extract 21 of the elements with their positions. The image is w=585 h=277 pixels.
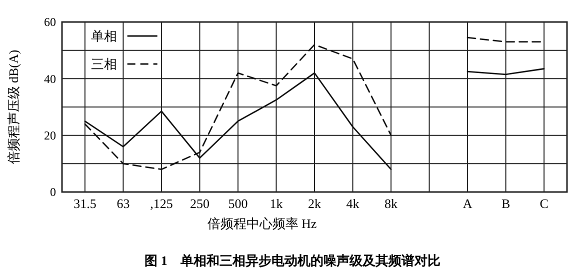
x-tick-label: 63 [116,196,130,211]
x-tick-label: 31.5 [74,196,96,211]
x-tick-label: B [501,196,510,211]
legend-label: 三相 [91,56,118,72]
x-tick-label: 8k [384,196,398,211]
y-axis-title: 倍频程声压级 dB(A) [6,50,21,164]
x-tick-label: C [540,196,548,211]
y-tick-label: 0 [50,185,56,200]
x-tick-label: A [462,196,473,211]
x-tick-label: 4k [346,196,360,211]
text: 图 1 单相和三相异步电动机的噪声级及其频谱对比 [144,253,440,268]
x-tick-label: ,125 [150,196,173,211]
x-tick-label: 500 [228,196,248,211]
x-tick-label: 250 [190,196,210,211]
legend-label: 单相 [91,28,118,44]
y-tick-label: 20 [44,128,56,143]
x-tick-label: 1k [270,196,284,211]
y-tick-label: 40 [44,72,56,86]
y-tick-label: 60 [44,15,56,30]
x-tick-label: 2k [308,196,322,211]
x-axis-title: 倍频程中心频率 Hz [207,216,317,231]
